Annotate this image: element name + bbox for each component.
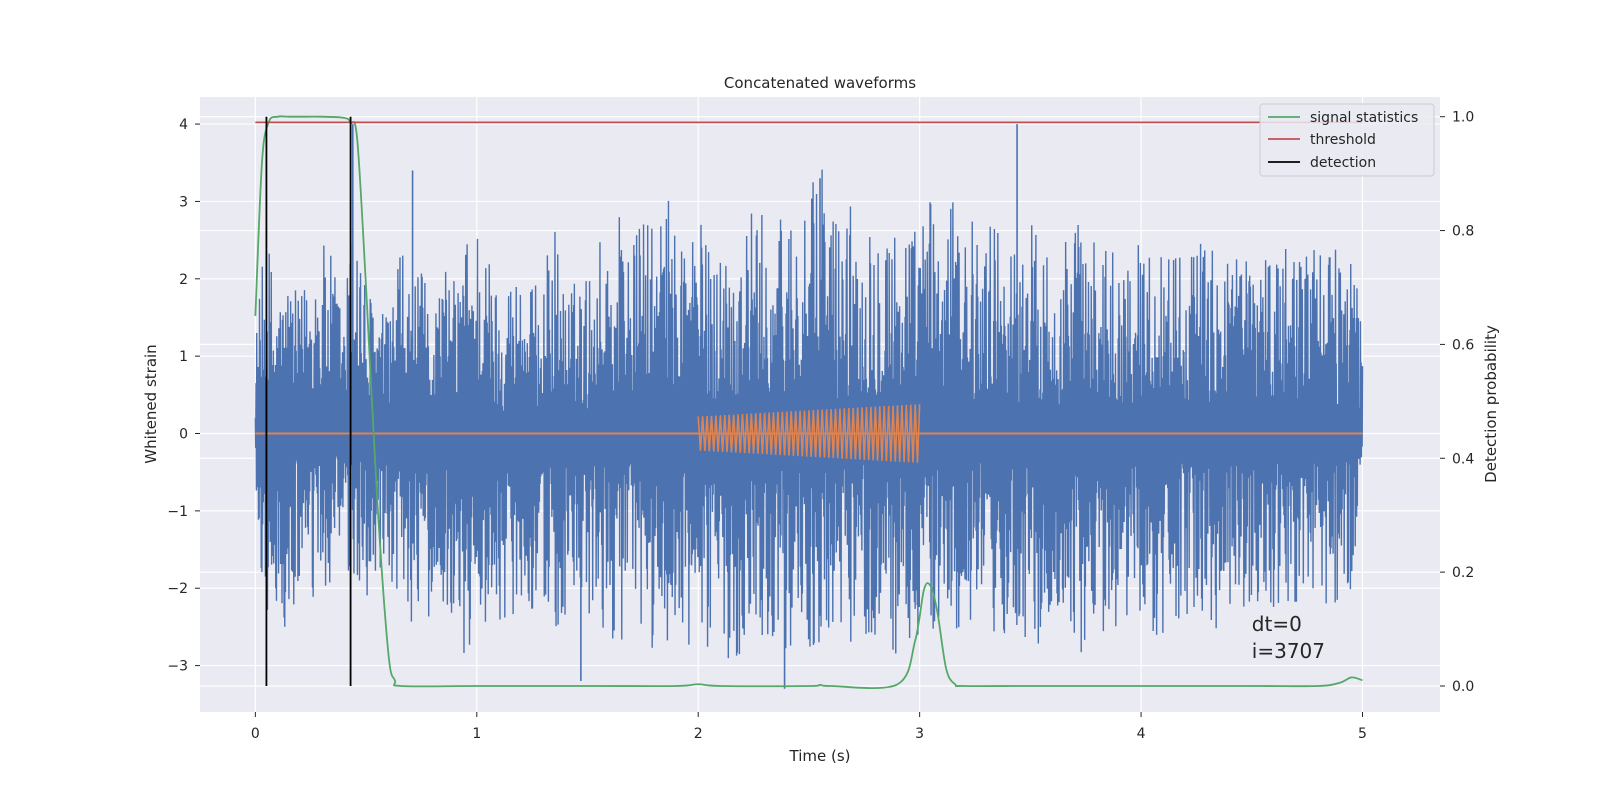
y-tick-label: 4 — [179, 117, 188, 133]
y-axis-label: Whitened strain — [142, 344, 160, 463]
tick-labels: 0 1 2 3 4 5 −3 −2 −1 0 1 2 3 4 0.0 0.2 0.4 0.6 0.8 1.0 — [167, 110, 1474, 742]
signal-statistics-line — [254, 115, 1363, 689]
y-tick-label: 1 — [179, 349, 188, 365]
annotation-index: i=3707 — [1252, 639, 1325, 663]
legend: signal statistics threshold detection — [1259, 103, 1435, 177]
strain-series-line — [254, 169, 1364, 659]
legend-label-detection: detection — [1310, 155, 1376, 171]
y-right-tick-label: 0.8 — [1452, 224, 1474, 240]
x-axis-label: Time (s) — [789, 747, 851, 765]
y-right-tick-label: 0.6 — [1452, 337, 1474, 353]
legend-label-signal-statistics: signal statistics — [1310, 110, 1418, 126]
x-tick-label: 3 — [915, 726, 924, 742]
y-right-tick-label: 0.4 — [1452, 451, 1474, 467]
y-right-tick-label: 0.0 — [1452, 679, 1474, 695]
data-layer — [254, 115, 1364, 689]
annotations: dt=0 i=3707 — [1252, 612, 1325, 663]
x-tick-label: 4 — [1137, 726, 1146, 742]
y-tick-label: −3 — [167, 659, 188, 675]
x-tick-label: 2 — [694, 726, 703, 742]
y-tick-label: −1 — [167, 504, 188, 520]
legend-label-threshold: threshold — [1310, 132, 1376, 148]
annotation-dt: dt=0 — [1252, 612, 1302, 636]
y-right-tick-label: 1.0 — [1452, 110, 1474, 126]
y-tick-label: 3 — [179, 194, 188, 210]
y-axis-right-label: Detection probability — [1482, 325, 1500, 483]
legend-box — [1259, 103, 1435, 177]
y-right-tick-label: 0.2 — [1452, 565, 1474, 581]
x-tick-label: 0 — [251, 726, 260, 742]
y-tick-label: −2 — [167, 581, 188, 597]
y-tick-label: 0 — [179, 427, 188, 443]
x-tick-label: 5 — [1358, 726, 1367, 742]
x-tick-label: 1 — [472, 726, 481, 742]
template-chirp-line — [697, 404, 921, 463]
y-tick-label: 2 — [179, 272, 188, 288]
chart-title: Concatenated waveforms — [724, 74, 916, 92]
